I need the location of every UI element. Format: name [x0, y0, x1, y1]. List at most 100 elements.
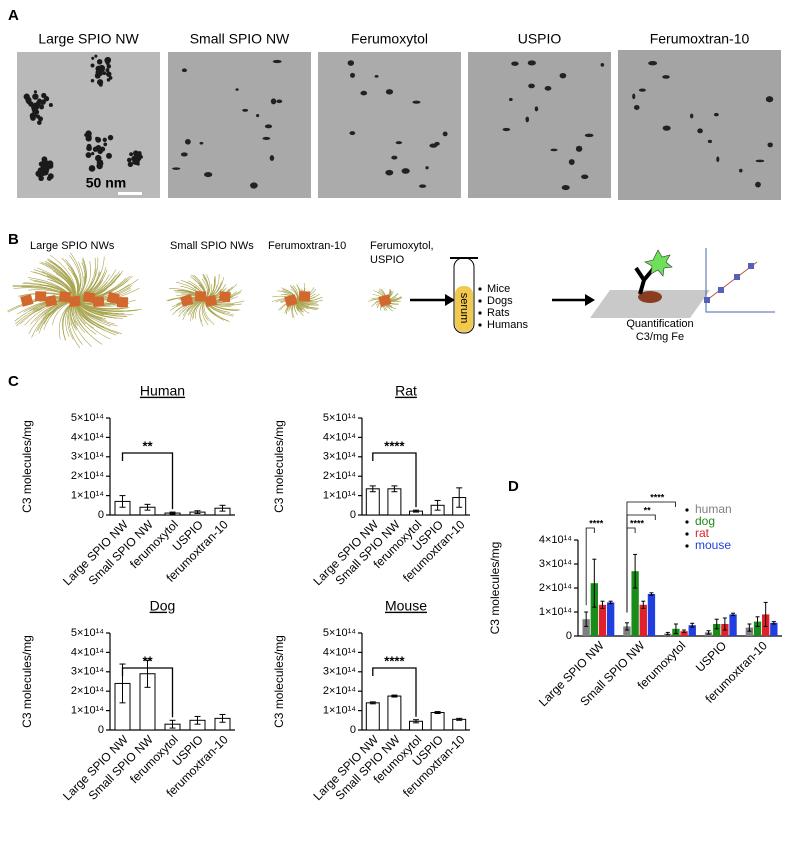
particle	[105, 71, 112, 77]
particle	[697, 128, 703, 134]
error-bar	[763, 601, 768, 627]
particle	[525, 116, 530, 123]
particle	[94, 54, 98, 58]
bar	[713, 624, 721, 636]
iron-core	[20, 294, 34, 307]
iron-core	[298, 291, 311, 302]
iron-core	[82, 291, 96, 304]
bar	[452, 718, 467, 731]
error-bar	[413, 509, 419, 513]
particle	[98, 64, 106, 72]
particle	[648, 61, 658, 66]
arrowhead	[585, 294, 595, 306]
y-tick-label: 0	[350, 724, 356, 736]
image-label: Ferumoxytol	[351, 31, 428, 47]
particle	[256, 114, 260, 118]
std-point	[704, 297, 710, 303]
particle	[105, 68, 110, 73]
legend-label: human	[695, 502, 732, 516]
error-bar	[584, 611, 589, 627]
bar	[745, 627, 754, 636]
iron-core	[218, 291, 231, 303]
error-bar	[747, 623, 752, 632]
particle	[103, 142, 108, 147]
significance-bracket	[121, 452, 174, 510]
particle	[84, 133, 88, 137]
particle	[584, 133, 594, 138]
readout: C3/mg Fe	[636, 331, 684, 343]
particle	[90, 63, 95, 68]
y-tick-label: 4×10¹⁴	[323, 646, 356, 658]
particle-label: Small SPIO NWs	[170, 240, 254, 252]
particle	[575, 145, 583, 152]
bullet	[478, 323, 482, 327]
y-tick-label: 2×10¹⁴	[323, 470, 356, 482]
particle	[139, 155, 143, 159]
particle	[90, 78, 95, 83]
iron-core	[92, 296, 105, 307]
particle	[32, 93, 39, 100]
particle	[126, 157, 132, 163]
image-label: Large SPIO NW	[38, 31, 139, 47]
significance-label: **	[142, 438, 153, 453]
particle	[48, 102, 53, 108]
particle	[35, 114, 41, 119]
bar	[590, 583, 598, 636]
bar	[729, 614, 737, 636]
arrowhead	[445, 294, 455, 306]
particle	[561, 184, 570, 191]
particle	[38, 161, 44, 167]
y-tick-label: 3×10¹⁴	[323, 451, 356, 463]
error-bar	[194, 715, 201, 725]
significance-label: **	[142, 653, 153, 668]
species: Dogs	[487, 295, 513, 307]
error-bar	[641, 600, 646, 609]
particle	[264, 124, 273, 129]
error-bar	[119, 495, 126, 508]
particle	[180, 152, 188, 157]
particle	[95, 154, 102, 162]
y-tick-label: 5×10¹⁴	[323, 412, 356, 424]
particle-label: Large SPIO NWs	[30, 240, 115, 252]
particle	[47, 173, 54, 180]
plot-axes	[705, 248, 775, 313]
polymer	[290, 286, 298, 301]
particle	[199, 141, 204, 145]
particle	[581, 174, 589, 180]
error-bar	[673, 623, 678, 635]
particle	[137, 151, 142, 156]
particle	[102, 137, 107, 142]
iron-core	[116, 297, 129, 308]
particle	[568, 159, 575, 165]
species: Rats	[487, 307, 510, 319]
panel-letter: D	[508, 478, 519, 495]
panel-letter: C	[8, 373, 19, 390]
panel-letter: B	[8, 231, 19, 248]
chart-title: Dog	[150, 598, 176, 614]
polymer	[199, 299, 206, 327]
particle	[347, 60, 355, 66]
particle	[106, 64, 112, 69]
error-bar	[600, 600, 605, 609]
particle	[88, 165, 96, 172]
particle	[385, 169, 394, 176]
image-label: Small SPIO NW	[190, 31, 290, 47]
bar	[631, 571, 639, 636]
bar	[387, 488, 402, 516]
iron-core	[180, 294, 194, 307]
y-tick-label: 4×10¹⁴	[539, 534, 572, 546]
bar	[623, 626, 631, 636]
legend-bullet	[685, 532, 689, 536]
particle	[401, 168, 410, 174]
particle	[250, 182, 258, 189]
iron-core	[34, 291, 47, 302]
particle	[104, 56, 111, 64]
particle	[419, 184, 427, 188]
error-bar	[169, 719, 176, 729]
legend-bullet	[685, 544, 689, 548]
particle	[528, 83, 535, 89]
significance-label: ****	[384, 653, 405, 668]
micrograph	[468, 52, 611, 198]
std-point	[718, 287, 724, 293]
